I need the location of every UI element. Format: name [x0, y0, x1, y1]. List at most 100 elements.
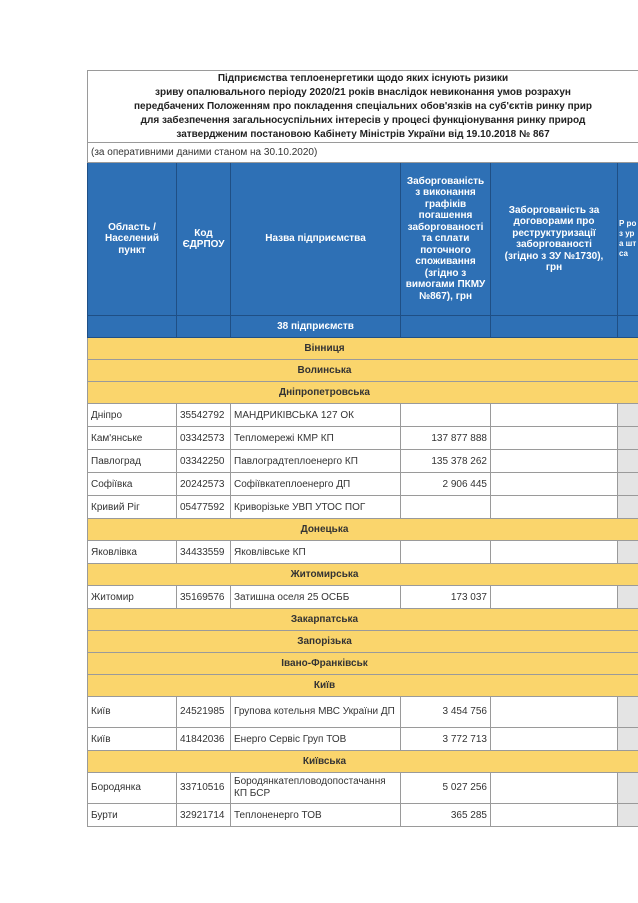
code-cell: 33710516	[176, 772, 231, 804]
restructuring-cell	[490, 803, 618, 827]
debt-cell: 173 037	[400, 585, 491, 609]
city-cell: Бурти	[87, 803, 177, 827]
table-row: Кривий Ріг 05477592 Криворізьке УВП УТОС…	[87, 495, 638, 519]
section-name: Запорізька	[87, 630, 638, 653]
header-code: Код ЄДРПОУ	[176, 162, 231, 316]
section-row: Донецька	[87, 518, 638, 541]
section-name: Дніпропетровська	[87, 381, 638, 404]
debt-cell: 137 877 888	[400, 426, 491, 450]
code-cell: 35169576	[176, 585, 231, 609]
name-cell: Теплоненерго ТОВ	[230, 803, 401, 827]
total-blank	[617, 315, 638, 338]
table-row: Бурти 32921714 Теплоненерго ТОВ 365 285	[87, 803, 638, 827]
section-name: Житомирська	[87, 563, 638, 586]
debt-cell: 3 454 756	[400, 696, 491, 728]
title-line: передбачених Положенням про покладення с…	[133, 100, 593, 112]
restructuring-cell	[490, 449, 618, 473]
title-line: Підприємства теплоенергетики щодо яких і…	[217, 72, 509, 84]
restructuring-cell	[490, 540, 618, 564]
title-line: зриву опалювального періоду 2020/21 рокі…	[155, 86, 571, 98]
city-cell: Софіївка	[87, 472, 177, 496]
restructuring-cell	[490, 727, 618, 751]
city-cell: Дніпро	[87, 403, 177, 427]
header-name: Назва підприємства	[230, 162, 401, 316]
debt-cell: 135 378 262	[400, 449, 491, 473]
table-row: Софіївка 20242573 Софіївкатеплоенерго ДП…	[87, 472, 638, 496]
header-debt-restructuring: Заборгованість за договорами про реструк…	[490, 162, 618, 316]
clipped-cell	[617, 772, 638, 804]
city-cell: Кривий Ріг	[87, 495, 177, 519]
restructuring-cell	[490, 495, 618, 519]
enterprises-table: Підприємства теплоенергетики щодо яких і…	[87, 70, 638, 827]
name-cell: МАНДРИКІВСЬКА 127 ОК	[230, 403, 401, 427]
section-name: Донецька	[87, 518, 638, 541]
section-row: Дніпропетровська	[87, 381, 638, 404]
total-count: 38 підприємств	[230, 315, 401, 338]
debt-cell: 2 906 445	[400, 472, 491, 496]
city-cell: Київ	[87, 696, 177, 728]
header-clipped: Р роз ура шт са	[617, 162, 638, 316]
report-title: Підприємства теплоенергетики щодо яких і…	[87, 70, 638, 143]
header-debt-schedule: Заборгованість з виконання графіків пога…	[400, 162, 491, 316]
table-row: Дніпро 35542792 МАНДРИКІВСЬКА 127 ОК	[87, 403, 638, 427]
clipped-cell	[617, 696, 638, 728]
name-cell: Бородянкатепловодопостачання КП БСР	[230, 772, 401, 804]
debt-cell	[400, 540, 491, 564]
header-region: Область / Населений пункт	[87, 162, 177, 316]
table-row: Яковлівка 34433559 Яковлівське КП	[87, 540, 638, 564]
code-cell: 41842036	[176, 727, 231, 751]
debt-cell	[400, 495, 491, 519]
clipped-cell	[617, 803, 638, 827]
title-line: для забезпечення загальносуспільних інте…	[140, 114, 586, 126]
section-row: Запорізька	[87, 630, 638, 653]
clipped-cell	[617, 495, 638, 519]
restructuring-cell	[490, 426, 618, 450]
section-row: Закарпатська	[87, 608, 638, 631]
title-line: затвердженим постановою Кабінету Міністр…	[176, 128, 550, 140]
section-row: Івано-Франківськ	[87, 652, 638, 675]
total-blank	[490, 315, 618, 338]
debt-cell: 365 285	[400, 803, 491, 827]
section-name: Київська	[87, 750, 638, 773]
clipped-cell	[617, 727, 638, 751]
table-row: Павлоград 03342250 Павлоградтеплоенерго …	[87, 449, 638, 473]
date-note: (за оперативними даними станом на 30.10.…	[87, 142, 638, 163]
name-cell: Енерго Сервіс Груп ТОВ	[230, 727, 401, 751]
name-cell: Павлоградтеплоенерго КП	[230, 449, 401, 473]
name-cell: Тепломережі КМР КП	[230, 426, 401, 450]
clipped-cell	[617, 426, 638, 450]
code-cell: 34433559	[176, 540, 231, 564]
section-name: Волинська	[87, 359, 638, 382]
city-cell: Житомир	[87, 585, 177, 609]
clipped-cell	[617, 472, 638, 496]
city-cell: Павлоград	[87, 449, 177, 473]
name-cell: Криворізьке УВП УТОС ПОГ	[230, 495, 401, 519]
restructuring-cell	[490, 472, 618, 496]
total-blank	[87, 315, 177, 338]
code-cell: 03342573	[176, 426, 231, 450]
name-cell: Яковлівське КП	[230, 540, 401, 564]
clipped-cell	[617, 585, 638, 609]
section-name: Вінниця	[87, 337, 638, 360]
table-row: Київ 41842036 Енерго Сервіс Груп ТОВ 3 7…	[87, 727, 638, 751]
restructuring-cell	[490, 696, 618, 728]
code-cell: 24521985	[176, 696, 231, 728]
section-name: Київ	[87, 674, 638, 697]
section-row: Волинська	[87, 359, 638, 382]
name-cell: Затишна оселя 25 ОСББ	[230, 585, 401, 609]
code-cell: 35542792	[176, 403, 231, 427]
report-sheet: Підприємства теплоенергетики щодо яких і…	[87, 70, 638, 827]
table-row: Київ 24521985 Групова котельня МВС Украї…	[87, 696, 638, 728]
table-row: Кам'янське 03342573 Тепломережі КМР КП 1…	[87, 426, 638, 450]
section-row: Житомирська	[87, 563, 638, 586]
clipped-cell	[617, 540, 638, 564]
section-name: Івано-Франківськ	[87, 652, 638, 675]
debt-cell: 5 027 256	[400, 772, 491, 804]
code-cell: 05477592	[176, 495, 231, 519]
city-cell: Київ	[87, 727, 177, 751]
restructuring-cell	[490, 772, 618, 804]
table-row: Бородянка 33710516 Бородянкатепловодопос…	[87, 772, 638, 804]
debt-cell	[400, 403, 491, 427]
name-cell: Групова котельня МВС України ДП	[230, 696, 401, 728]
section-row: Вінниця	[87, 337, 638, 360]
